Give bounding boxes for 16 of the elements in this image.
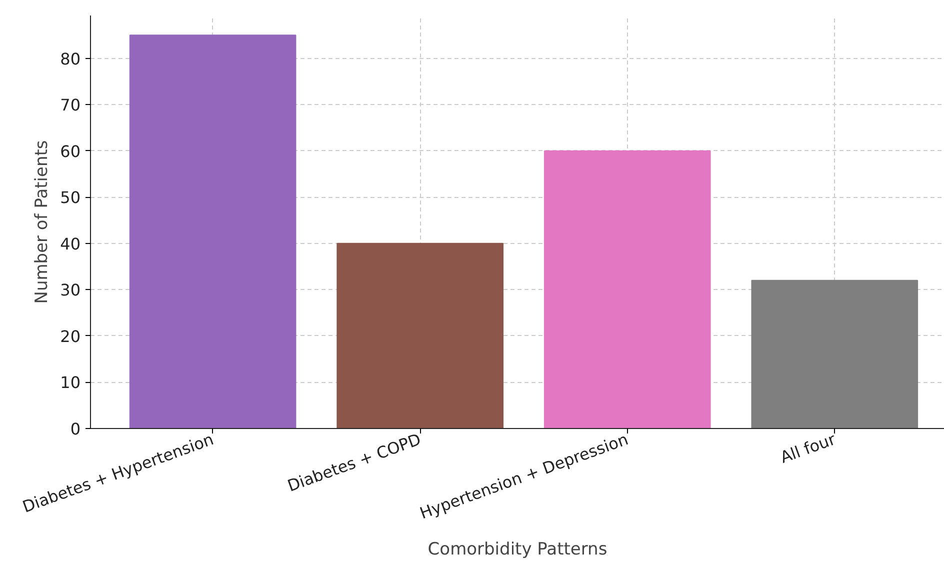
x-tick-label: All four: [778, 429, 838, 467]
y-tick-label: 70: [60, 96, 80, 115]
y-tick-label: 10: [60, 373, 80, 392]
y-tick-label: 80: [60, 49, 80, 68]
y-tick-label: 20: [60, 326, 80, 346]
bar: [336, 242, 504, 428]
y-tick-label: 30: [60, 280, 80, 300]
bar: [544, 150, 711, 428]
y-tick-label: 60: [60, 142, 80, 161]
y-tick-label: 0: [70, 420, 81, 438]
x-axis-title: Comorbidity Patterns: [428, 540, 608, 560]
y-tick-label: 50: [60, 188, 80, 208]
y-axis-title: Number of Patients: [32, 140, 52, 304]
bar: [751, 280, 918, 428]
bar: [129, 34, 296, 428]
y-tick-label: 40: [60, 234, 80, 254]
